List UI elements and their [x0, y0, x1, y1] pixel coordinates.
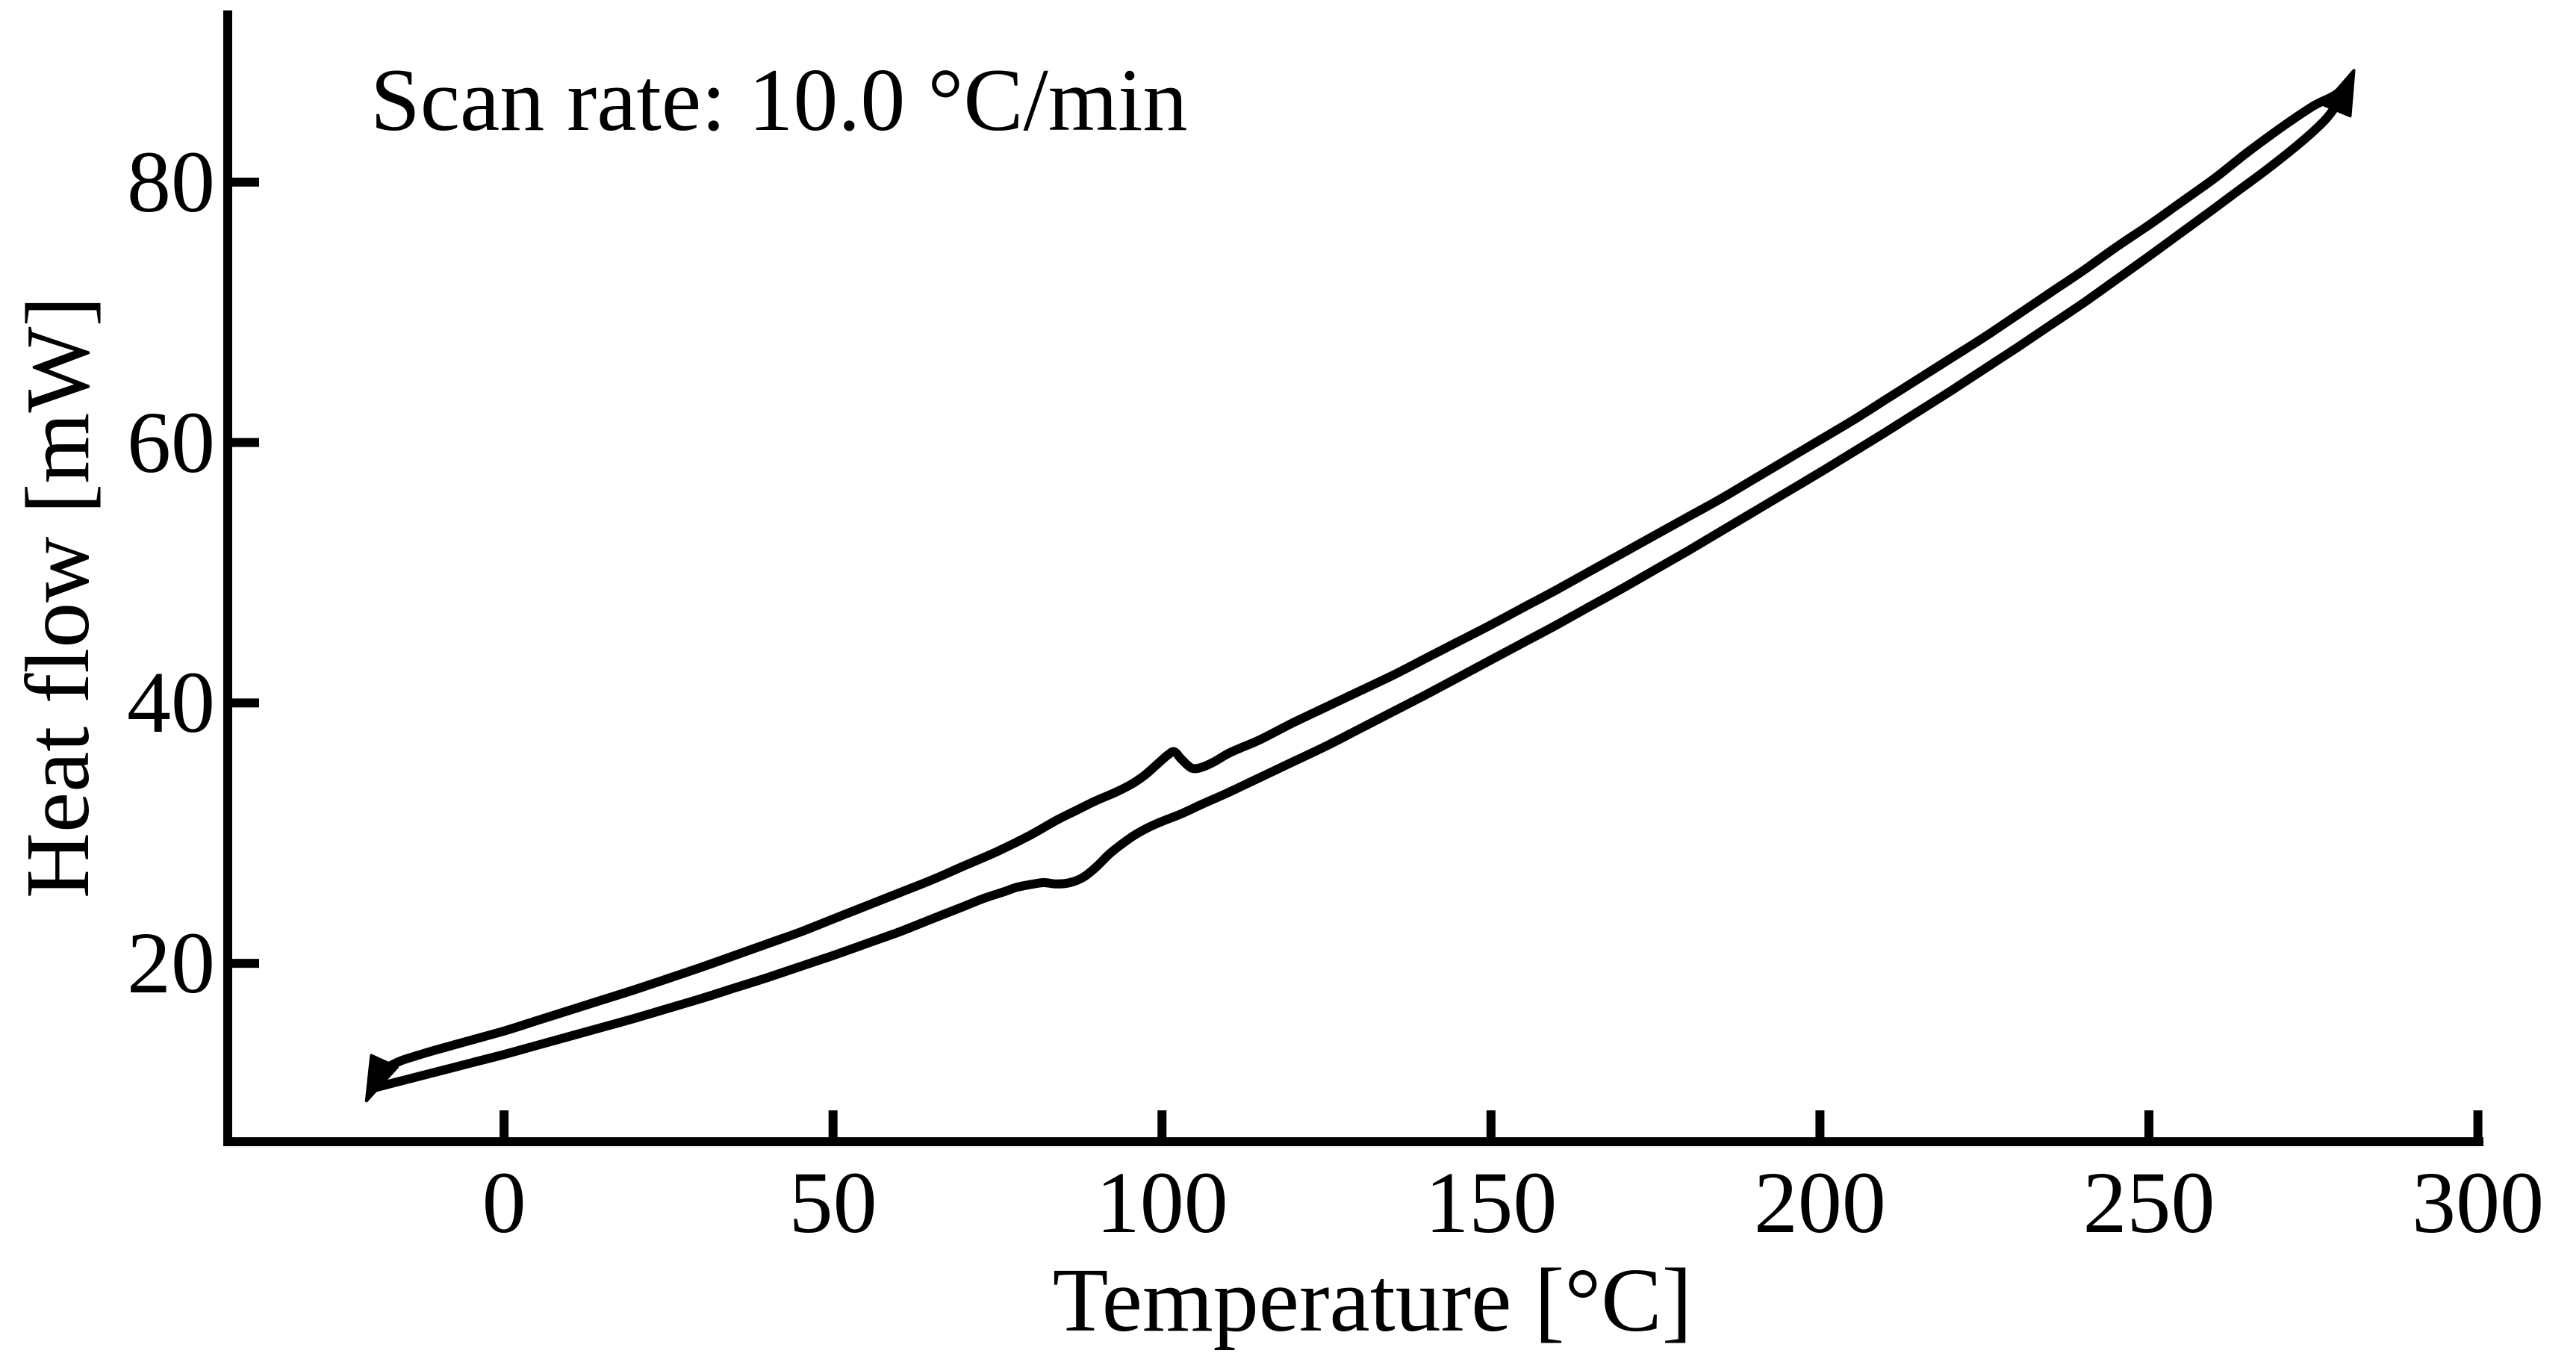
x-axis-label: Temperature [°C]: [1052, 1250, 1693, 1351]
y-tick-label: 20: [127, 914, 215, 1013]
y-axis-label: Heat flow [mW]: [7, 296, 108, 899]
axis-spines: [223, 10, 2483, 1146]
cooling-scan-upper-curve: [370, 81, 2351, 1088]
y-tick-label: 80: [127, 132, 215, 231]
y-tick-label: 60: [127, 393, 215, 491]
x-tick-label: 200: [1753, 1154, 1886, 1251]
x-tick-label: 250: [2082, 1154, 2215, 1251]
cooling-scan-upper-curve-arrowhead: [364, 1054, 399, 1103]
tick-marks: [228, 177, 2483, 1142]
x-tick-label: 300: [2412, 1154, 2545, 1251]
x-tick-label: 100: [1095, 1154, 1228, 1251]
scan-rate-annotation: Scan rate: 10.0 °C/min: [370, 50, 1188, 149]
y-tick-label: 40: [127, 653, 215, 752]
x-tick-label: 150: [1425, 1154, 1558, 1251]
x-tick-label: 50: [788, 1154, 877, 1251]
heating-scan-lower-curve: [367, 84, 2351, 1093]
x-tick-label: 0: [482, 1154, 526, 1251]
